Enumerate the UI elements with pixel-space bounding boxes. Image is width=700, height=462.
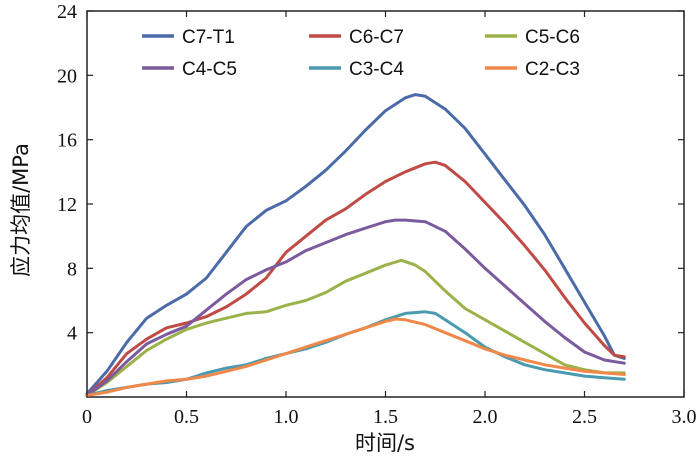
x-axis-label: 时间/s (355, 431, 415, 455)
legend: C7-T1 C6-C7 C5-C6 C4-C5 C3-C4 C2-C3 (142, 27, 580, 80)
x-tick-label: 2.0 (473, 406, 498, 428)
x-tick-label: 0 (82, 406, 92, 428)
y-axis-label: 应力均值/MPa (9, 143, 33, 277)
x-tick-label: 3.0 (672, 406, 697, 428)
series-line-c5-c6 (85, 258, 626, 397)
series-line-c4-c5 (85, 218, 626, 397)
legend-label-c2-c3: C2-C3 (525, 59, 580, 80)
legend-label-c4-c5: C4-C5 (182, 59, 237, 80)
series-lines (85, 93, 626, 397)
y-tick-label: 24 (57, 1, 77, 23)
y-tick-label: 4 (67, 323, 77, 345)
legend-label-c7-t1: C7-T1 (182, 27, 235, 48)
x-tick-label: 2.5 (572, 406, 597, 428)
x-tick-label: 0.5 (174, 406, 199, 428)
legend-label-c5-c6: C5-C6 (525, 27, 580, 48)
series-line-c7-t1 (85, 93, 626, 396)
x-tick-label: 1.0 (274, 406, 299, 428)
y-tick-label: 20 (57, 65, 77, 87)
axis-ticks: 0 0.5 1.0 1.5 2.0 2.5 3.0 4 8 12 16 20 24 (57, 1, 697, 428)
legend-label-c3-c4: C3-C4 (349, 59, 404, 80)
series-line-c2-c3 (85, 317, 626, 397)
y-tick-label: 16 (57, 130, 77, 152)
legend-label-c6-c7: C6-C7 (349, 27, 404, 48)
y-tick-label: 8 (67, 258, 77, 280)
series-line-c6-c7 (85, 160, 626, 397)
x-tick-label: 1.5 (373, 406, 398, 428)
y-tick-label: 12 (57, 194, 77, 216)
